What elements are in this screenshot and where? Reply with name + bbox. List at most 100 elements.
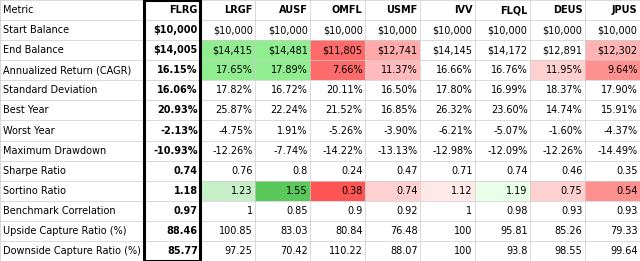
Text: 1: 1 [467, 206, 472, 216]
Text: AUSF: AUSF [279, 5, 308, 15]
Text: $11,805: $11,805 [323, 45, 363, 55]
Bar [420, 181, 475, 201]
Text: 18.37%: 18.37% [546, 85, 582, 95]
Bar [420, 221, 475, 241]
Text: 0.74: 0.74 [506, 166, 527, 176]
Bar [420, 161, 475, 181]
Text: IVV: IVV [454, 5, 472, 15]
Text: 0.74: 0.74 [174, 166, 198, 176]
Bar [0, 161, 144, 181]
Bar [310, 241, 365, 261]
Bar [310, 121, 365, 140]
Bar [310, 221, 365, 241]
Text: $10,000: $10,000 [488, 25, 527, 35]
Text: 110.22: 110.22 [329, 246, 363, 256]
Text: -2.13%: -2.13% [160, 126, 198, 135]
Text: 0.54: 0.54 [616, 186, 637, 196]
Text: 16.06%: 16.06% [157, 85, 198, 95]
Bar [365, 241, 420, 261]
Text: DEUS: DEUS [553, 5, 582, 15]
Text: 0.76: 0.76 [231, 166, 253, 176]
Text: $12,891: $12,891 [543, 45, 582, 55]
Text: 85.26: 85.26 [555, 226, 582, 236]
Bar [365, 221, 420, 241]
Bar [200, 181, 255, 201]
Text: 99.64: 99.64 [610, 246, 637, 256]
Bar [530, 0, 585, 20]
Text: 7.66%: 7.66% [332, 65, 363, 75]
Text: Worst Year: Worst Year [3, 126, 54, 135]
Text: OMFL: OMFL [332, 5, 363, 15]
Bar [420, 201, 475, 221]
Bar [585, 40, 640, 60]
Text: 0.97: 0.97 [174, 206, 198, 216]
Bar [475, 140, 530, 161]
Text: 83.03: 83.03 [280, 226, 308, 236]
Bar [0, 100, 144, 121]
Text: 0.98: 0.98 [506, 206, 527, 216]
Text: -10.93%: -10.93% [153, 146, 198, 156]
Bar [365, 40, 420, 60]
Bar [255, 181, 310, 201]
Text: 0.74: 0.74 [396, 186, 418, 196]
Text: 0.93: 0.93 [561, 206, 582, 216]
Bar [420, 241, 475, 261]
Text: 16.50%: 16.50% [381, 85, 418, 95]
Bar [475, 80, 530, 100]
Text: -5.26%: -5.26% [328, 126, 363, 135]
Text: $10,000: $10,000 [268, 25, 308, 35]
Bar [365, 20, 420, 40]
Text: 1.55: 1.55 [286, 186, 308, 196]
Text: 0.38: 0.38 [341, 186, 363, 196]
Text: 17.80%: 17.80% [436, 85, 472, 95]
Bar [255, 201, 310, 221]
Bar [144, 181, 200, 201]
Bar [0, 20, 144, 40]
Text: 11.37%: 11.37% [381, 65, 418, 75]
Bar [475, 0, 530, 20]
Text: 0.85: 0.85 [286, 206, 308, 216]
Text: 11.95%: 11.95% [546, 65, 582, 75]
Text: LRGF: LRGF [225, 5, 253, 15]
Bar [144, 121, 200, 140]
Text: $14,415: $14,415 [212, 45, 253, 55]
Bar [310, 181, 365, 201]
Text: 76.48: 76.48 [390, 226, 418, 236]
Bar [530, 100, 585, 121]
Bar [585, 20, 640, 40]
Text: 79.33: 79.33 [610, 226, 637, 236]
Text: -4.75%: -4.75% [218, 126, 253, 135]
Text: $14,005: $14,005 [154, 45, 198, 55]
Text: 0.71: 0.71 [451, 166, 472, 176]
Text: 20.93%: 20.93% [157, 105, 198, 115]
Bar [144, 60, 200, 80]
Text: 15.91%: 15.91% [601, 105, 637, 115]
Text: 1.18: 1.18 [173, 186, 198, 196]
Text: Sharpe Ratio: Sharpe Ratio [3, 166, 65, 176]
Text: 98.55: 98.55 [555, 246, 582, 256]
Bar [200, 201, 255, 221]
Bar [530, 221, 585, 241]
Bar [420, 40, 475, 60]
Bar [255, 161, 310, 181]
Text: 1.19: 1.19 [506, 186, 527, 196]
Text: $10,000: $10,000 [433, 25, 472, 35]
Text: 1.91%: 1.91% [277, 126, 308, 135]
Bar [420, 100, 475, 121]
Bar [365, 0, 420, 20]
Text: 0.46: 0.46 [561, 166, 582, 176]
Bar [255, 40, 310, 60]
Bar [475, 221, 530, 241]
Bar [530, 40, 585, 60]
Bar [255, 80, 310, 100]
Bar [475, 60, 530, 80]
Text: 9.64%: 9.64% [607, 65, 637, 75]
Bar [585, 161, 640, 181]
Bar [0, 201, 144, 221]
Bar [144, 40, 200, 60]
Bar [144, 100, 200, 121]
Bar [585, 0, 640, 20]
Text: 100: 100 [454, 246, 472, 256]
Text: 95.81: 95.81 [500, 226, 527, 236]
Text: 80.84: 80.84 [335, 226, 363, 236]
